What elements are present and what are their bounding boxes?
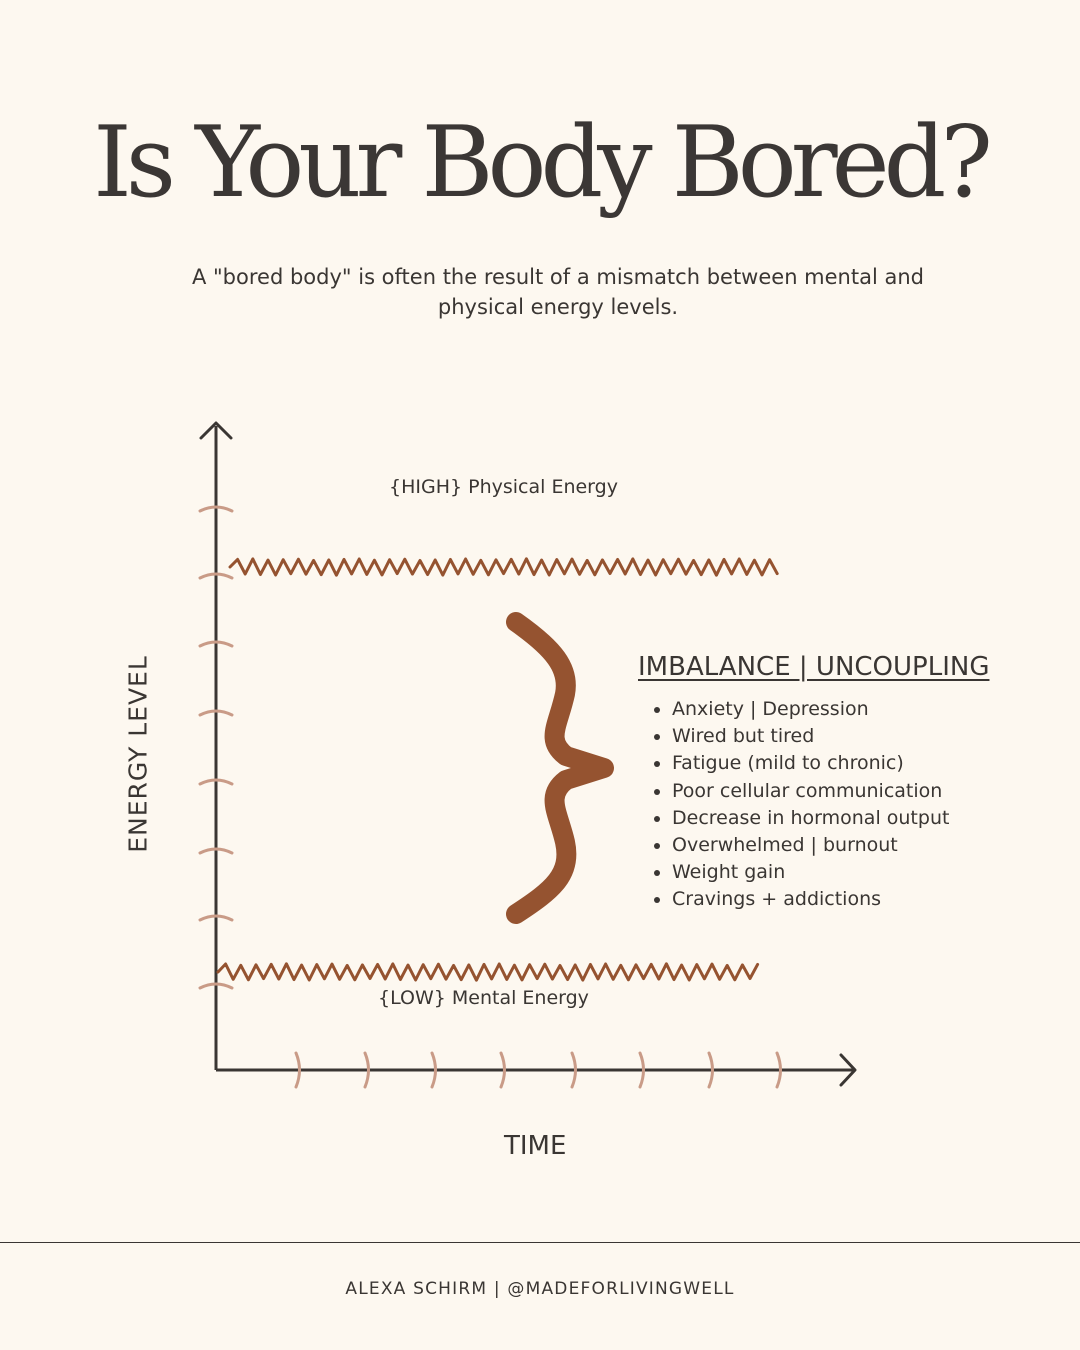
imbalance-brace	[506, 612, 614, 924]
y-tick	[198, 778, 234, 786]
x-tick	[775, 1051, 782, 1089]
list-item: Overwhelmed | burnout	[672, 832, 949, 859]
list-item: Weight gain	[672, 859, 949, 886]
high-physical-energy-wave	[228, 557, 779, 577]
y-tick	[198, 982, 234, 990]
y-tick	[198, 914, 234, 922]
y-axis-label: ENERGY LEVEL	[123, 655, 153, 853]
y-tick	[198, 847, 234, 855]
x-tick	[707, 1051, 714, 1089]
list-item: Fatigue (mild to chronic)	[672, 750, 949, 777]
x-axis-label: TIME	[504, 1131, 567, 1161]
page-title: Is Your Body Bored?	[93, 106, 993, 220]
footer-credit: ALEXA SCHIRM | @MADEFORLIVINGWELL	[345, 1279, 735, 1299]
y-tick	[198, 640, 234, 648]
y-tick	[198, 505, 234, 513]
x-tick	[499, 1051, 506, 1089]
low-mental-energy-wave	[216, 962, 760, 982]
imbalance-heading: IMBALANCE | UNCOUPLING	[638, 652, 990, 682]
list-item: Poor cellular communication	[672, 778, 949, 805]
x-tick	[363, 1051, 370, 1089]
y-tick	[198, 572, 234, 580]
x-tick	[430, 1051, 437, 1089]
list-item: Wired but tired	[672, 723, 949, 750]
high-physical-energy-label: {HIGH} Physical Energy	[389, 476, 618, 498]
footer-divider	[0, 1242, 1080, 1243]
y-tick	[198, 709, 234, 717]
x-tick	[294, 1051, 301, 1089]
subtitle: A "bored body" is often the result of a …	[191, 265, 924, 319]
x-tick	[638, 1051, 645, 1089]
y-ticks	[198, 505, 234, 990]
list-item: Anxiety | Depression	[672, 696, 949, 723]
list-item: Cravings + addictions	[672, 886, 949, 913]
symptom-list: Anxiety | Depression Wired but tired Fat…	[650, 696, 949, 914]
x-ticks	[294, 1051, 782, 1089]
list-item: Decrease in hormonal output	[672, 805, 949, 832]
x-axis-arrowhead	[839, 1053, 857, 1087]
x-tick	[570, 1051, 577, 1089]
y-axis-arrowhead	[199, 421, 233, 440]
low-mental-energy-label: {LOW} Mental Energy	[378, 987, 589, 1009]
